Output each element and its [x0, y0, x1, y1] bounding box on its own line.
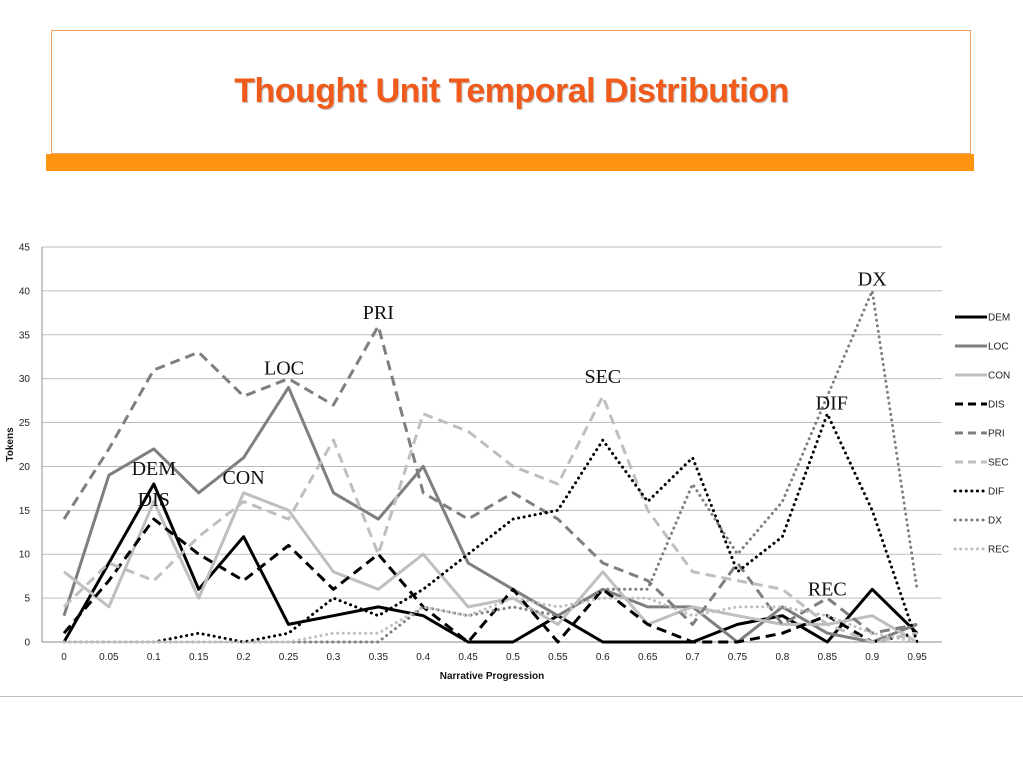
x-tick-label: 0.05	[99, 652, 119, 663]
y-tick-label: 5	[24, 594, 30, 605]
y-tick-label: 25	[19, 418, 31, 429]
legend-label: PRI	[988, 429, 1005, 440]
title-frame	[51, 30, 971, 154]
legend-label: DIF	[988, 487, 1004, 498]
x-tick-label: 0.2	[237, 652, 251, 663]
x-tick-label: 0.55	[548, 652, 568, 663]
y-tick-label: 15	[19, 506, 31, 517]
y-axis-label: Tokens	[5, 427, 16, 462]
x-tick-label: 0.75	[728, 652, 748, 663]
x-tick-label: 0.1	[147, 652, 161, 663]
legend-label: REC	[988, 545, 1009, 556]
series-line-pri	[62, 324, 918, 635]
x-tick-label: 0.6	[596, 652, 610, 663]
series-line-sec	[62, 394, 918, 644]
legend-label: DEM	[988, 313, 1010, 324]
x-tick-label: 0.9	[865, 652, 879, 663]
series-line-dem	[62, 482, 919, 644]
annotation-con: CON	[222, 467, 264, 489]
annotation-dif: DIF	[816, 392, 848, 414]
series-lines	[62, 289, 919, 644]
x-tick-label: 0	[61, 652, 67, 663]
legend-label: DIS	[988, 400, 1005, 411]
series-line-rec	[62, 596, 919, 644]
y-tick-label: 20	[19, 462, 31, 473]
annotation-rec: REC	[808, 578, 847, 600]
y-tick-label: 45	[19, 243, 31, 254]
accent-bar	[46, 154, 974, 171]
series-line-dx	[62, 289, 919, 644]
x-tick-label: 0.8	[775, 652, 789, 663]
x-tick-labels: 0 0.05 0.1 0.15 0.2 0.25 0.3 0.35 0.4 0.45 0.5 0.55…	[61, 652, 927, 663]
x-tick-label: 0.3	[326, 652, 340, 663]
annotation-dx: DX	[858, 269, 887, 291]
legend-label: LOC	[988, 342, 1009, 353]
annotation-loc: LOC	[264, 357, 304, 379]
annotation-dis: DIS	[138, 489, 170, 511]
y-tick-labels: 0 5 10 15 20 25 30 35 40 45	[19, 243, 31, 649]
annotation-pri: PRI	[363, 302, 394, 324]
y-tick-label: 40	[19, 286, 31, 297]
legend: DEM LOC CON DIS PRI SEC DIF DX REC	[953, 313, 1010, 556]
y-tick-label: 10	[19, 550, 31, 561]
x-tick-label: 0.15	[189, 652, 209, 663]
footer-divider	[0, 696, 1023, 697]
x-tick-label: 0.85	[818, 652, 838, 663]
x-tick-label: 0.45	[458, 652, 478, 663]
annotation-dem: DEM	[132, 458, 177, 480]
y-tick-label: 35	[19, 330, 31, 341]
legend-label: CON	[988, 371, 1010, 382]
x-tick-label: 0.7	[686, 652, 700, 663]
x-tick-label: 0.25	[279, 652, 299, 663]
y-tick-label: 0	[24, 638, 30, 649]
series-line-dif	[62, 412, 919, 644]
series-annotations: DEM DIS CON LOC PRI SEC DIF REC DX	[132, 269, 888, 601]
x-tick-label: 0.95	[907, 652, 927, 663]
x-tick-label: 0.35	[369, 652, 389, 663]
x-tick-label: 0.4	[416, 652, 430, 663]
line-chart: 0 5 10 15 20 25 30 35 40 45 0 0.05 0.1 0.15 0.2 0.25 0.…	[5, 243, 1010, 683]
series-line-con	[63, 491, 918, 644]
x-tick-label: 0.5	[506, 652, 520, 663]
series-line-dis	[62, 517, 918, 644]
slide-title: Thought Unit Temporal Distribution	[234, 72, 789, 110]
y-tick-label: 30	[19, 374, 31, 385]
annotation-sec: SEC	[584, 366, 621, 388]
legend-label: DX	[988, 516, 1002, 527]
x-tick-label: 0.65	[638, 652, 658, 663]
series-line-loc	[62, 385, 918, 644]
legend-label: SEC	[988, 458, 1009, 469]
x-axis-label: Narrative Progression	[440, 671, 545, 682]
